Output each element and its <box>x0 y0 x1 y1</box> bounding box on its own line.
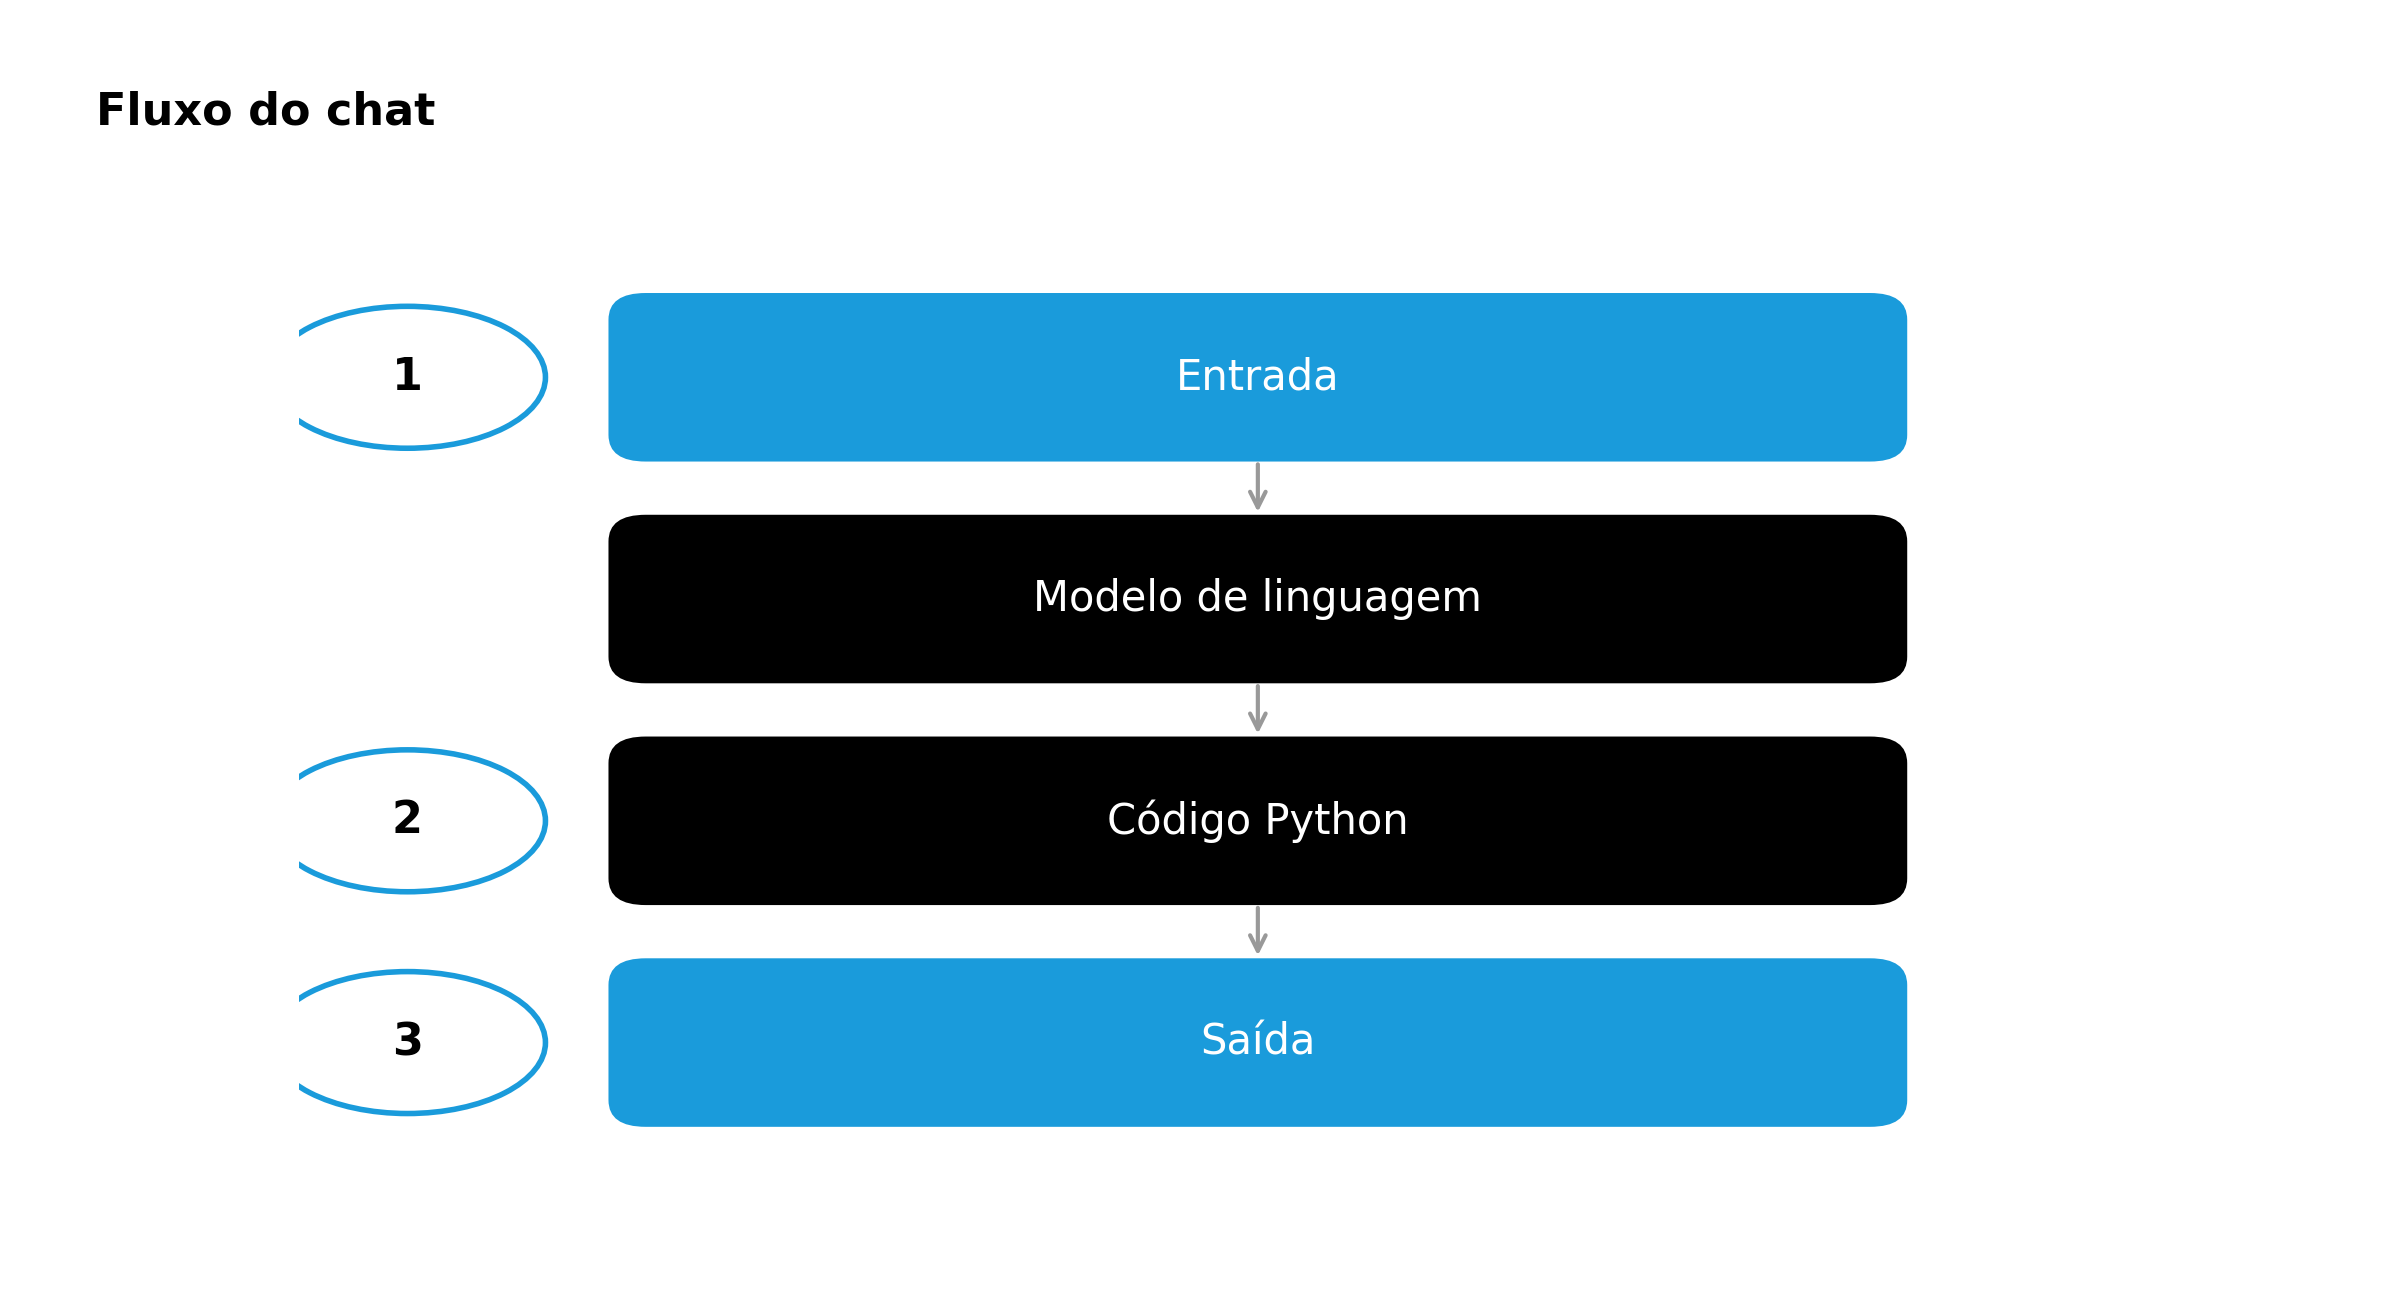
Text: Modelo de linguagem: Modelo de linguagem <box>1034 578 1482 619</box>
Ellipse shape <box>271 972 546 1113</box>
FancyBboxPatch shape <box>608 736 1908 905</box>
Text: 2: 2 <box>393 800 424 842</box>
Text: Saída: Saída <box>1199 1021 1317 1064</box>
Text: 3: 3 <box>393 1021 424 1064</box>
FancyBboxPatch shape <box>608 958 1908 1126</box>
Ellipse shape <box>271 306 546 448</box>
Text: Entrada: Entrada <box>1175 356 1341 398</box>
FancyBboxPatch shape <box>608 293 1908 461</box>
Text: 1: 1 <box>393 356 424 399</box>
Text: Código Python: Código Python <box>1106 800 1408 842</box>
FancyBboxPatch shape <box>608 515 1908 683</box>
Text: Fluxo do chat: Fluxo do chat <box>96 91 436 133</box>
Ellipse shape <box>271 750 546 892</box>
